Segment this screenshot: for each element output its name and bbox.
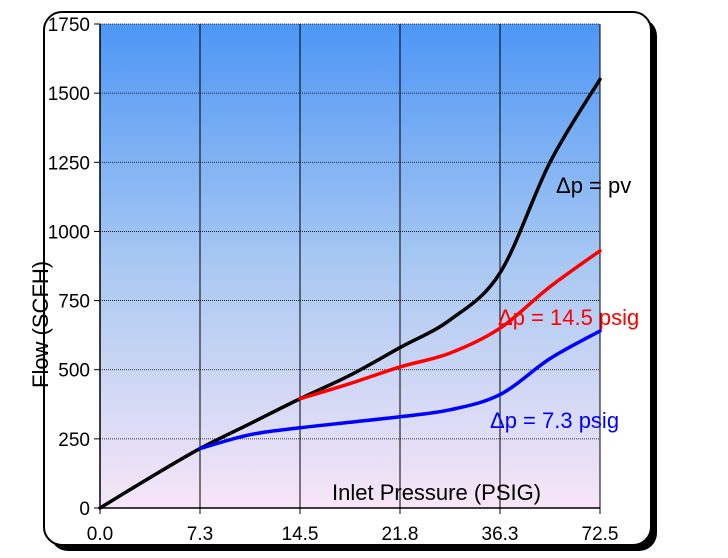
tick-labels: 0 250 500 750 1000 1250 1500 1750 0.0 7.3 14.5 21.8…: [48, 15, 619, 545]
series-group: [98, 77, 602, 510]
y-tick-label: 1500: [48, 84, 90, 105]
y-tick-label: 250: [58, 430, 90, 451]
x-tick-label: 14.5: [282, 524, 319, 545]
x-axis-title: Inlet Pressure (PSIG): [332, 480, 541, 505]
y-tick-label: 1250: [48, 153, 90, 174]
series-line-0: [98, 77, 602, 510]
y-tick-label: 500: [58, 361, 90, 382]
y-tick-label: 1000: [48, 222, 90, 243]
annotation-pv: Δp = pv: [556, 173, 631, 198]
x-tick-label: 36.3: [482, 524, 519, 545]
axes: [94, 23, 601, 514]
y-tick-label: 1750: [48, 15, 90, 36]
x-tick-label: 0.0: [87, 524, 113, 545]
series-line-2: [198, 329, 602, 451]
x-tick-label: 7.3: [187, 524, 213, 545]
series-line-1: [298, 249, 602, 401]
plot-area: [100, 24, 600, 508]
y-axis-title: Flow (SCFH): [28, 261, 53, 388]
annotation-14-5-psig: Δp = 14.5 psig: [498, 305, 639, 330]
y-tick-label: 750: [58, 292, 90, 313]
x-tick-label: 21.8: [382, 524, 419, 545]
annotation-7-3-psig: Δp = 7.3 psig: [490, 408, 619, 433]
y-tick-label: 0: [79, 499, 90, 520]
x-tick-label: 72.5: [582, 524, 619, 545]
